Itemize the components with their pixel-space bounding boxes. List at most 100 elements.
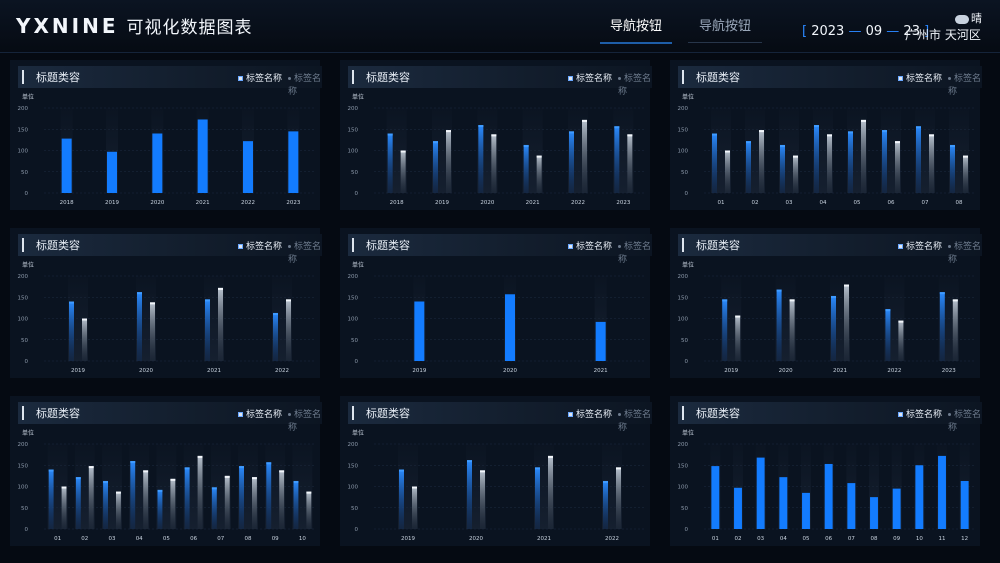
bar-secondary[interactable] — [844, 284, 849, 362]
bar[interactable] — [711, 466, 720, 529]
bar-primary[interactable] — [205, 299, 210, 361]
bar-secondary[interactable] — [895, 141, 900, 193]
bar[interactable] — [61, 138, 72, 193]
bar-secondary[interactable] — [536, 155, 542, 193]
bar-secondary[interactable] — [735, 315, 741, 361]
bar-primary[interactable] — [103, 480, 108, 529]
legend-primary[interactable]: 标签名称 — [898, 407, 942, 420]
bar-primary[interactable] — [939, 292, 945, 361]
bar-secondary[interactable] — [898, 320, 904, 361]
legend-primary[interactable]: 标签名称 — [568, 239, 612, 252]
legend-primary[interactable]: 标签名称 — [238, 239, 282, 252]
legend-secondary[interactable]: 标签名称 — [288, 71, 322, 97]
bar-primary[interactable] — [273, 312, 278, 361]
bar-secondary[interactable] — [279, 470, 285, 529]
bar[interactable] — [847, 483, 856, 529]
bar-primary[interactable] — [882, 130, 887, 193]
bar-primary[interactable] — [916, 126, 921, 193]
legend-secondary[interactable]: 标签名称 — [948, 239, 982, 265]
bar[interactable] — [107, 151, 117, 193]
bar-primary[interactable] — [266, 462, 272, 529]
bar-primary[interactable] — [69, 301, 74, 362]
nav-button-1[interactable]: 导航按钮 — [600, 18, 672, 44]
bar-primary[interactable] — [467, 460, 472, 529]
bar-secondary[interactable] — [82, 318, 87, 362]
bar-secondary[interactable] — [252, 477, 257, 529]
bar-primary[interactable] — [603, 480, 608, 529]
bar-secondary[interactable] — [88, 466, 94, 529]
bar[interactable] — [595, 321, 606, 361]
legend-secondary[interactable]: 标签名称 — [618, 71, 652, 97]
bar-secondary[interactable] — [218, 287, 223, 361]
bar[interactable] — [734, 487, 742, 529]
bar[interactable] — [938, 455, 946, 529]
bar-secondary[interactable] — [827, 134, 832, 193]
bar-primary[interactable] — [814, 125, 819, 193]
legend-secondary[interactable]: 标签名称 — [948, 407, 982, 433]
bar-secondary[interactable] — [793, 155, 798, 193]
bar-primary[interactable] — [211, 487, 217, 529]
bar-primary[interactable] — [780, 144, 785, 193]
bar-secondary[interactable] — [548, 455, 553, 529]
bar-primary[interactable] — [387, 133, 393, 194]
bar[interactable] — [892, 488, 901, 529]
bar-primary[interactable] — [137, 292, 142, 361]
bar-primary[interactable] — [157, 489, 163, 529]
bar-secondary[interactable] — [197, 455, 203, 529]
bar-primary[interactable] — [75, 477, 81, 529]
bar-secondary[interactable] — [150, 302, 155, 361]
bar-secondary[interactable] — [480, 470, 485, 529]
bar-secondary[interactable] — [627, 134, 633, 193]
bar[interactable] — [824, 463, 833, 529]
bar-secondary[interactable] — [582, 119, 587, 193]
bar-primary[interactable] — [831, 295, 836, 361]
bar-secondary[interactable] — [491, 134, 497, 193]
bar-secondary[interactable] — [861, 119, 866, 193]
legend-primary[interactable]: 标签名称 — [238, 407, 282, 420]
bar-secondary[interactable] — [286, 299, 291, 361]
bar-secondary[interactable] — [446, 130, 451, 193]
bar[interactable] — [915, 465, 924, 529]
bar-secondary[interactable] — [725, 150, 730, 194]
bar-secondary[interactable] — [170, 478, 176, 529]
bar-primary[interactable] — [130, 461, 136, 529]
bar-primary[interactable] — [239, 466, 244, 529]
legend-secondary[interactable]: 标签名称 — [948, 71, 982, 97]
legend-secondary[interactable]: 标签名称 — [288, 239, 322, 265]
bar-primary[interactable] — [535, 467, 540, 529]
legend-primary[interactable]: 标签名称 — [898, 239, 942, 252]
bar-primary[interactable] — [523, 144, 529, 193]
bar-primary[interactable] — [776, 289, 782, 361]
bar-primary[interactable] — [712, 133, 717, 194]
bar-primary[interactable] — [746, 141, 751, 193]
nav-button-2[interactable]: 导航按钮 — [688, 18, 762, 43]
legend-secondary[interactable]: 标签名称 — [288, 407, 322, 433]
bar-secondary[interactable] — [306, 491, 312, 529]
bar-secondary[interactable] — [61, 486, 67, 530]
bar-primary[interactable] — [569, 131, 574, 193]
bar-secondary[interactable] — [929, 134, 934, 193]
bar-secondary[interactable] — [116, 491, 121, 529]
bar[interactable] — [802, 492, 810, 529]
bar-primary[interactable] — [848, 131, 853, 193]
legend-primary[interactable]: 标签名称 — [898, 71, 942, 84]
bar-secondary[interactable] — [412, 486, 417, 530]
bar-secondary[interactable] — [224, 475, 230, 529]
bar-primary[interactable] — [614, 126, 620, 193]
legend-primary[interactable]: 标签名称 — [238, 71, 282, 84]
legend-primary[interactable]: 标签名称 — [568, 407, 612, 420]
bar[interactable] — [756, 457, 765, 529]
bar-secondary[interactable] — [616, 467, 621, 529]
bar[interactable] — [505, 294, 515, 361]
legend-primary[interactable]: 标签名称 — [568, 71, 612, 84]
bar-primary[interactable] — [950, 144, 955, 193]
legend-secondary[interactable]: 标签名称 — [618, 239, 652, 265]
bar-primary[interactable] — [885, 309, 891, 361]
bar-secondary[interactable] — [789, 299, 795, 361]
bar-primary[interactable] — [478, 125, 484, 193]
bar-primary[interactable] — [48, 469, 54, 530]
bar-primary[interactable] — [722, 299, 728, 361]
bar[interactable] — [960, 480, 969, 529]
bar-primary[interactable] — [293, 480, 299, 529]
bar-secondary[interactable] — [759, 130, 764, 193]
